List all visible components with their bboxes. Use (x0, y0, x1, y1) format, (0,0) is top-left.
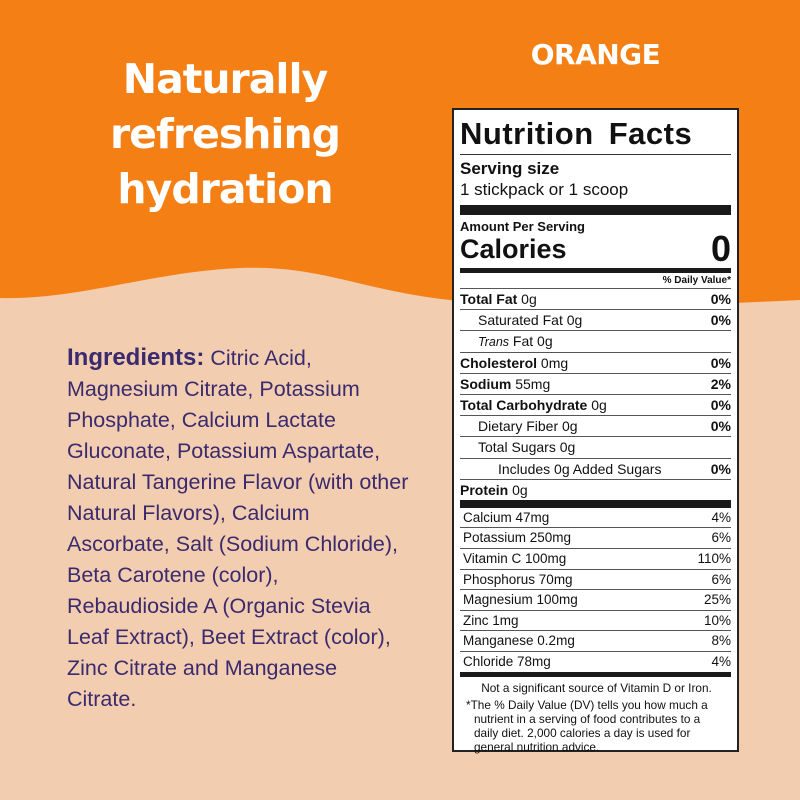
nutrient-dv: 0% (710, 396, 731, 413)
ingredients-list: Citric Acid, Magnesium Citrate, Potassiu… (67, 346, 409, 711)
ingredients-label: Ingredients: (67, 344, 205, 371)
nutrient-list: Total Fat 0g 0% Saturated Fat 0g 0% Trans Fa… (460, 289, 731, 500)
nutrient-label: Total Fat (460, 291, 518, 307)
daily-value-header: % Daily Value* (460, 273, 731, 289)
serving-size-value: 1 stickpack or 1 scoop (460, 180, 629, 199)
headline-line: refreshing (109, 110, 341, 158)
nutrient-name: Dietary Fiber 0g (460, 416, 578, 436)
calories-value: 0 (710, 228, 731, 269)
divider-thick (460, 205, 731, 215)
nutrient-label: Protein (460, 481, 509, 498)
nutrient-label: Sodium (460, 375, 512, 392)
nutrient-row: Saturated Fat 0g 0% (460, 310, 731, 332)
vitamin-row: Potassium 250mg 6% (460, 528, 731, 550)
vitamin-dv: 8% (711, 633, 731, 649)
nutrient-dv: 2% (710, 375, 731, 392)
nutrient-dv: 0% (710, 460, 731, 477)
nutrient-label: Total Sugars 0g (478, 439, 576, 456)
nutrient-amount: 0mg (537, 354, 569, 371)
significance-note: Not a significant source of Vitamin D or… (481, 680, 712, 695)
vitamin-row: Manganese 0.2mg 8% (460, 631, 731, 653)
nutrient-label: Total Carbohydrate (460, 396, 588, 413)
vitamin-name: Phosphorus 70mg (463, 571, 573, 587)
headline: Naturally refreshing hydration (60, 52, 390, 217)
nutrient-dv: 0% (710, 418, 731, 435)
vitamin-dv: 6% (711, 530, 731, 546)
nutrient-label: Cholesterol (460, 354, 538, 371)
amount-per-serving: Amount Per Serving (460, 219, 585, 234)
flavor-name: ORANGE (530, 38, 661, 71)
divider-medium (460, 268, 731, 273)
nutrient-label: Trans (478, 335, 510, 350)
vitamin-row: Chloride 78mg 4% (460, 652, 731, 672)
vitamin-name: Calcium 47mg (463, 509, 550, 525)
nutrient-amount: 0g (587, 396, 607, 413)
nutrition-facts-label: Nutrition Facts Serving size 1 stickpack… (452, 108, 739, 754)
vitamin-row: Calcium 47mg 4% (460, 508, 731, 529)
nutrient-name: Total Fat 0g (460, 289, 537, 309)
nutrient-amount: 0g (517, 291, 537, 307)
vitamin-name: Chloride 78mg (463, 654, 551, 670)
vitamin-dv: 4% (711, 509, 731, 525)
nutrient-name: Total Sugars 0g (460, 437, 575, 457)
nutrient-name: Protein 0g (460, 480, 528, 500)
vitamin-dv: 25% (703, 592, 731, 608)
nutrient-label: Includes 0g Added Sugars (498, 460, 662, 477)
vitamin-list: Calcium 47mg 4% Potassium 250mg 6% Vitamin C… (460, 508, 731, 672)
label-footnotes: Not a significant source of Vitamin D or… (460, 677, 731, 754)
vitamin-row: Zinc 1mg 10% (460, 611, 731, 632)
daily-value-footnote: *The % Daily Value (DV) tells you how mu… (466, 697, 708, 754)
serving-size-label: Serving size (460, 159, 560, 178)
vitamin-dv: 10% (703, 612, 731, 628)
nutrient-row: Includes 0g Added Sugars 0% (460, 459, 731, 480)
nutrient-amount: 0g (508, 481, 528, 498)
nutrient-name: Saturated Fat 0g (460, 310, 582, 330)
nutrient-row: Total Fat 0g 0% (460, 289, 731, 311)
vitamin-name: Manganese 0.2mg (463, 633, 575, 649)
calories-row: Calories 0 (460, 228, 731, 269)
vitamin-dv: 4% (711, 654, 731, 670)
headline-line: hydration (117, 165, 333, 213)
nutrient-name: Includes 0g Added Sugars (460, 459, 661, 479)
nutrient-dv: 0% (710, 354, 731, 371)
nutrient-row: Sodium 55mg 2% (460, 374, 731, 395)
nutrient-amount: Fat 0g (509, 333, 553, 350)
vitamin-row: Vitamin C 100mg 110% (460, 549, 731, 570)
nutrient-row: Protein 0g (460, 480, 731, 500)
ingredients-text: Ingredients: Citric Acid, Magnesium Citr… (67, 342, 412, 715)
vitamin-dv: 6% (711, 571, 731, 587)
nutrient-name: Sodium 55mg (460, 374, 550, 394)
nutrient-label: Dietary Fiber 0g (478, 418, 578, 435)
vitamin-row: Magnesium 100mg 25% (460, 590, 731, 611)
nutrient-row: Trans Fat 0g (460, 331, 731, 353)
divider-medium (460, 671, 731, 677)
nutrient-row: Dietary Fiber 0g 0% (460, 416, 731, 438)
nutrient-row: Total Carbohydrate 0g 0% (460, 395, 731, 417)
nutrient-row: Total Sugars 0g (460, 437, 731, 459)
vitamin-name: Potassium 250mg (463, 530, 572, 546)
vitamin-name: Magnesium 100mg (463, 592, 578, 608)
label-title: Nutrition Facts (460, 116, 731, 155)
nutrient-row: Cholesterol 0mg 0% (460, 353, 731, 374)
vitamin-row: Phosphorus 70mg 6% (460, 570, 731, 591)
nutrient-name: Cholesterol 0mg (460, 353, 568, 373)
vitamin-name: Vitamin C 100mg (463, 551, 567, 567)
nutrient-label: Saturated Fat 0g (478, 312, 583, 329)
divider-thick (460, 499, 731, 508)
vitamin-dv: 110% (697, 551, 731, 567)
nutrient-name: Trans Fat 0g (460, 331, 553, 351)
nutrient-name: Total Carbohydrate 0g (460, 395, 607, 415)
headline-line: Naturally (122, 55, 329, 103)
nutrient-dv: 0% (710, 312, 731, 329)
nutrient-dv: 0% (710, 291, 731, 307)
calories-label: Calories (460, 234, 567, 264)
vitamin-name: Zinc 1mg (463, 612, 519, 628)
nutrient-amount: 55mg (511, 375, 551, 392)
